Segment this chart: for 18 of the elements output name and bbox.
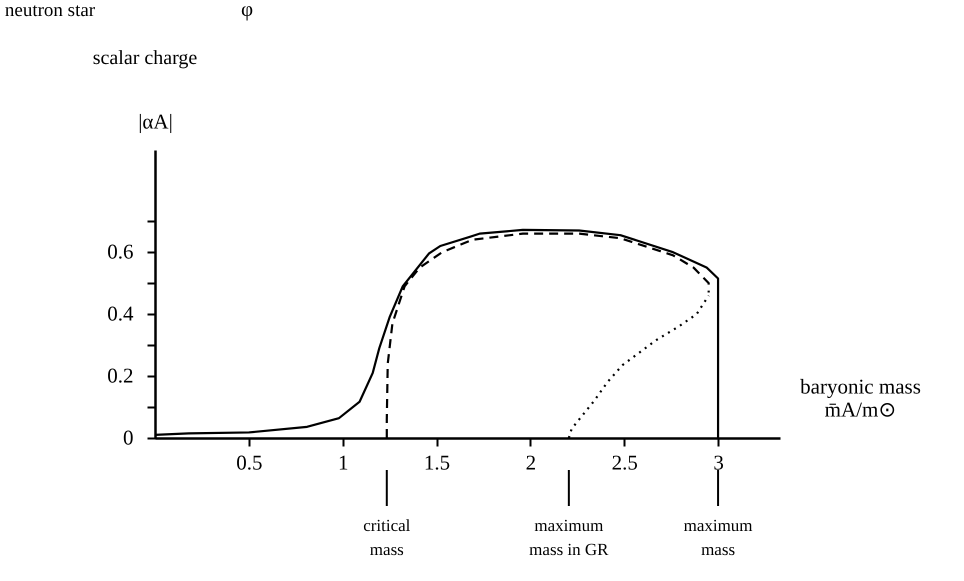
text: φ bbox=[240, 0, 254, 21]
y-tick-label: 0.4 bbox=[107, 302, 134, 326]
x-axis-title: baryonic mass m̄A/m⊙ bbox=[800, 374, 921, 422]
text: scalar charge bbox=[92, 47, 198, 69]
y-tick-label: 0.2 bbox=[107, 364, 134, 388]
y-axis-title: |αA| bbox=[138, 110, 173, 134]
y-tick-label: 0.6 bbox=[107, 240, 134, 264]
ref-line-label: maximum mass in GR bbox=[529, 516, 610, 559]
y-tick-label: 0 bbox=[123, 426, 134, 450]
ref-line-label: critical mass bbox=[363, 516, 411, 559]
x-tick-label: 2 bbox=[526, 450, 536, 474]
x-tick-label: 0.5 bbox=[236, 450, 262, 474]
x-tick-label: 3 bbox=[713, 450, 724, 474]
x-tick-label: 1.5 bbox=[424, 450, 450, 474]
ref-line-label: maximum mass bbox=[684, 516, 753, 559]
text: neutron star bbox=[4, 0, 96, 21]
x-tick-label: 2.5 bbox=[612, 450, 638, 474]
x-tick-label: 1 bbox=[338, 450, 348, 474]
